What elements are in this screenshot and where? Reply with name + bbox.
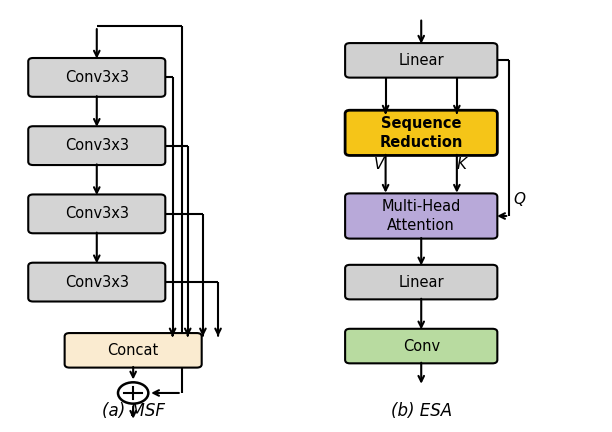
FancyBboxPatch shape [345, 265, 498, 299]
Text: Linear: Linear [398, 53, 444, 68]
Text: Conv3x3: Conv3x3 [65, 206, 129, 221]
Text: Linear: Linear [398, 275, 444, 289]
FancyBboxPatch shape [345, 329, 498, 363]
Text: Sequence
Reduction: Sequence Reduction [379, 116, 463, 149]
Text: Conv3x3: Conv3x3 [65, 275, 129, 289]
FancyBboxPatch shape [345, 194, 498, 238]
FancyBboxPatch shape [28, 194, 165, 233]
FancyBboxPatch shape [345, 110, 498, 156]
FancyBboxPatch shape [28, 126, 165, 165]
Text: Concat: Concat [108, 343, 159, 358]
Text: (b) ESA: (b) ESA [390, 402, 452, 420]
FancyBboxPatch shape [28, 263, 165, 302]
FancyBboxPatch shape [345, 43, 498, 78]
Text: Conv: Conv [403, 339, 440, 353]
FancyBboxPatch shape [65, 333, 202, 368]
Text: Conv3x3: Conv3x3 [65, 70, 129, 85]
Text: Conv3x3: Conv3x3 [65, 138, 129, 153]
Text: $\mathit{Q}$: $\mathit{Q}$ [513, 190, 527, 208]
FancyBboxPatch shape [28, 58, 165, 97]
Text: $\mathit{K}$: $\mathit{K}$ [457, 156, 469, 172]
Text: Multi-Head
Attention: Multi-Head Attention [381, 199, 461, 233]
Text: $\mathit{V}$: $\mathit{V}$ [373, 156, 386, 172]
Text: (a) MSF: (a) MSF [102, 402, 165, 420]
